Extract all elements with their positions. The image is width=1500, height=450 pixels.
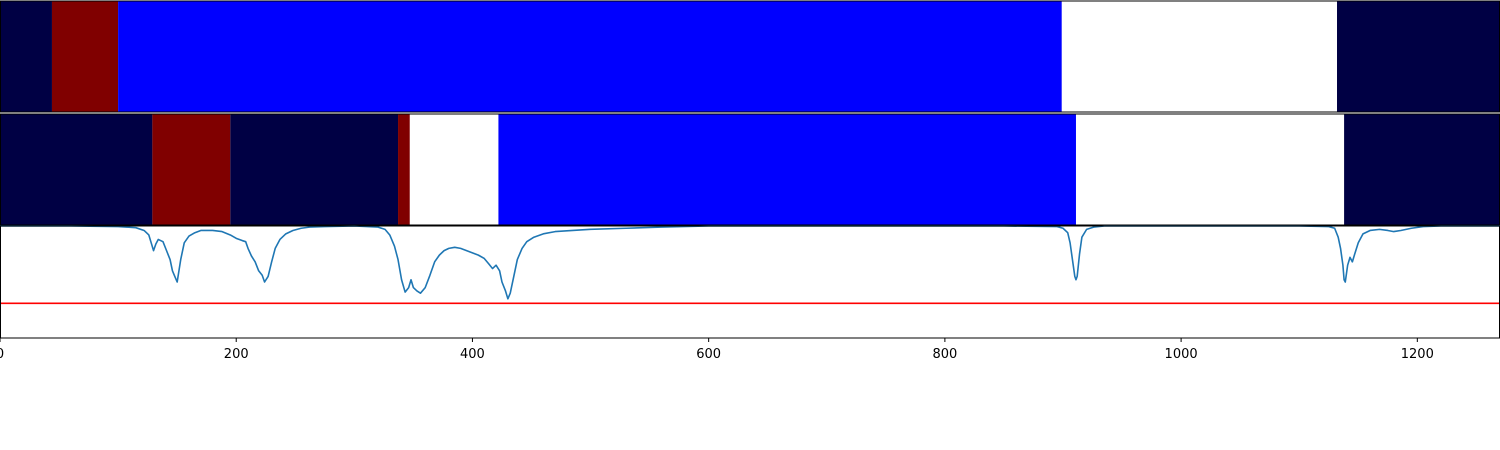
segment-1-1: [152, 114, 231, 225]
segment-0-1: [51, 1, 119, 112]
segment-1-0: [0, 114, 153, 225]
segment-0-0: [0, 1, 52, 112]
segment-1-7: [1344, 114, 1500, 225]
x-tick-label: 800: [932, 347, 957, 362]
x-tick-label: 400: [460, 347, 485, 362]
segment-row-top: [0, 0, 1500, 113]
segment-1-4: [409, 114, 499, 225]
segment-1-5: [498, 114, 1076, 225]
signal-background: [0, 226, 1500, 338]
x-tick-label: 600: [696, 347, 721, 362]
x-tick-label: 200: [224, 347, 249, 362]
signal-panel: [0, 225, 1500, 339]
segment-0-3: [1061, 1, 1338, 112]
x-tick-label: 1000: [1165, 347, 1198, 362]
segment-1-6: [1075, 114, 1345, 225]
segment-row-middle: [0, 113, 1500, 226]
segment-0-2: [118, 1, 1062, 112]
x-tick-label: 1200: [1401, 347, 1434, 362]
x-axis: 0 200 400 600 800 1000 1200: [0, 338, 1434, 362]
x-tick-label: 0: [0, 347, 4, 362]
segment-1-2: [230, 114, 399, 225]
signal-line: [0, 225, 1500, 300]
segment-0-4: [1337, 1, 1500, 112]
segment-1-3: [398, 114, 410, 225]
